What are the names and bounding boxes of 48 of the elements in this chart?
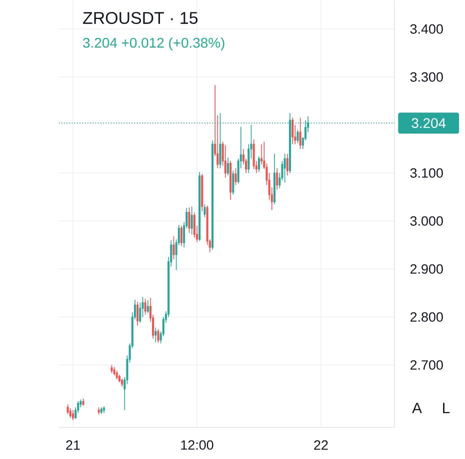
candlestick [157, 328, 160, 344]
x-tick-label: 21 [66, 440, 80, 450]
candlestick [198, 172, 201, 242]
candlestick [273, 153, 276, 205]
candlestick [230, 160, 232, 200]
y-tick-label: 3.300 [410, 72, 443, 82]
candlestick [258, 156, 260, 172]
candlestick [69, 408, 72, 418]
candlestick [121, 378, 124, 387]
candlestick [118, 374, 120, 383]
candlestick [180, 225, 182, 246]
candlestick [276, 168, 278, 190]
y-tick-label: 3.400 [410, 24, 443, 34]
y-tick-label: 2.700 [410, 360, 443, 370]
candlestick [72, 410, 74, 421]
x-tick-label: 12:00 [181, 440, 214, 450]
candlestick [193, 212, 196, 238]
candlestick [226, 157, 229, 176]
ref-line-label: 3.204 [412, 118, 446, 128]
y-tick-label: 3.100 [410, 168, 443, 178]
candlestick [136, 301, 139, 326]
candlestick [146, 300, 149, 314]
candlestick [252, 139, 255, 170]
y-tick-label: 2.900 [410, 264, 443, 274]
candlestick [82, 398, 84, 406]
candlestick [260, 144, 263, 165]
candlestick [232, 170, 234, 195]
candlestick [188, 207, 190, 234]
candlestick [100, 406, 102, 414]
candlestick [144, 298, 146, 315]
x-tick-label: 22 [314, 440, 328, 450]
text: A [412, 402, 422, 414]
text: ZROUSDT · 15 [83, 12, 198, 24]
candlestick [154, 327, 157, 342]
candlestick [102, 406, 105, 414]
candlestick [211, 140, 214, 250]
candlestick [292, 117, 294, 145]
candlestick [201, 174, 204, 212]
candlestick [204, 204, 206, 218]
y-tick-label: 2.800 [410, 312, 443, 322]
candlestick [116, 370, 118, 380]
y-tick-label: 3.000 [410, 216, 443, 226]
candlestick [224, 144, 226, 178]
text: L [443, 402, 450, 414]
candlestick [286, 153, 288, 176]
candlestick [66, 404, 69, 414]
candlestick [296, 129, 299, 144]
text: 3.204 +0.012 (+0.38%) [83, 37, 224, 50]
